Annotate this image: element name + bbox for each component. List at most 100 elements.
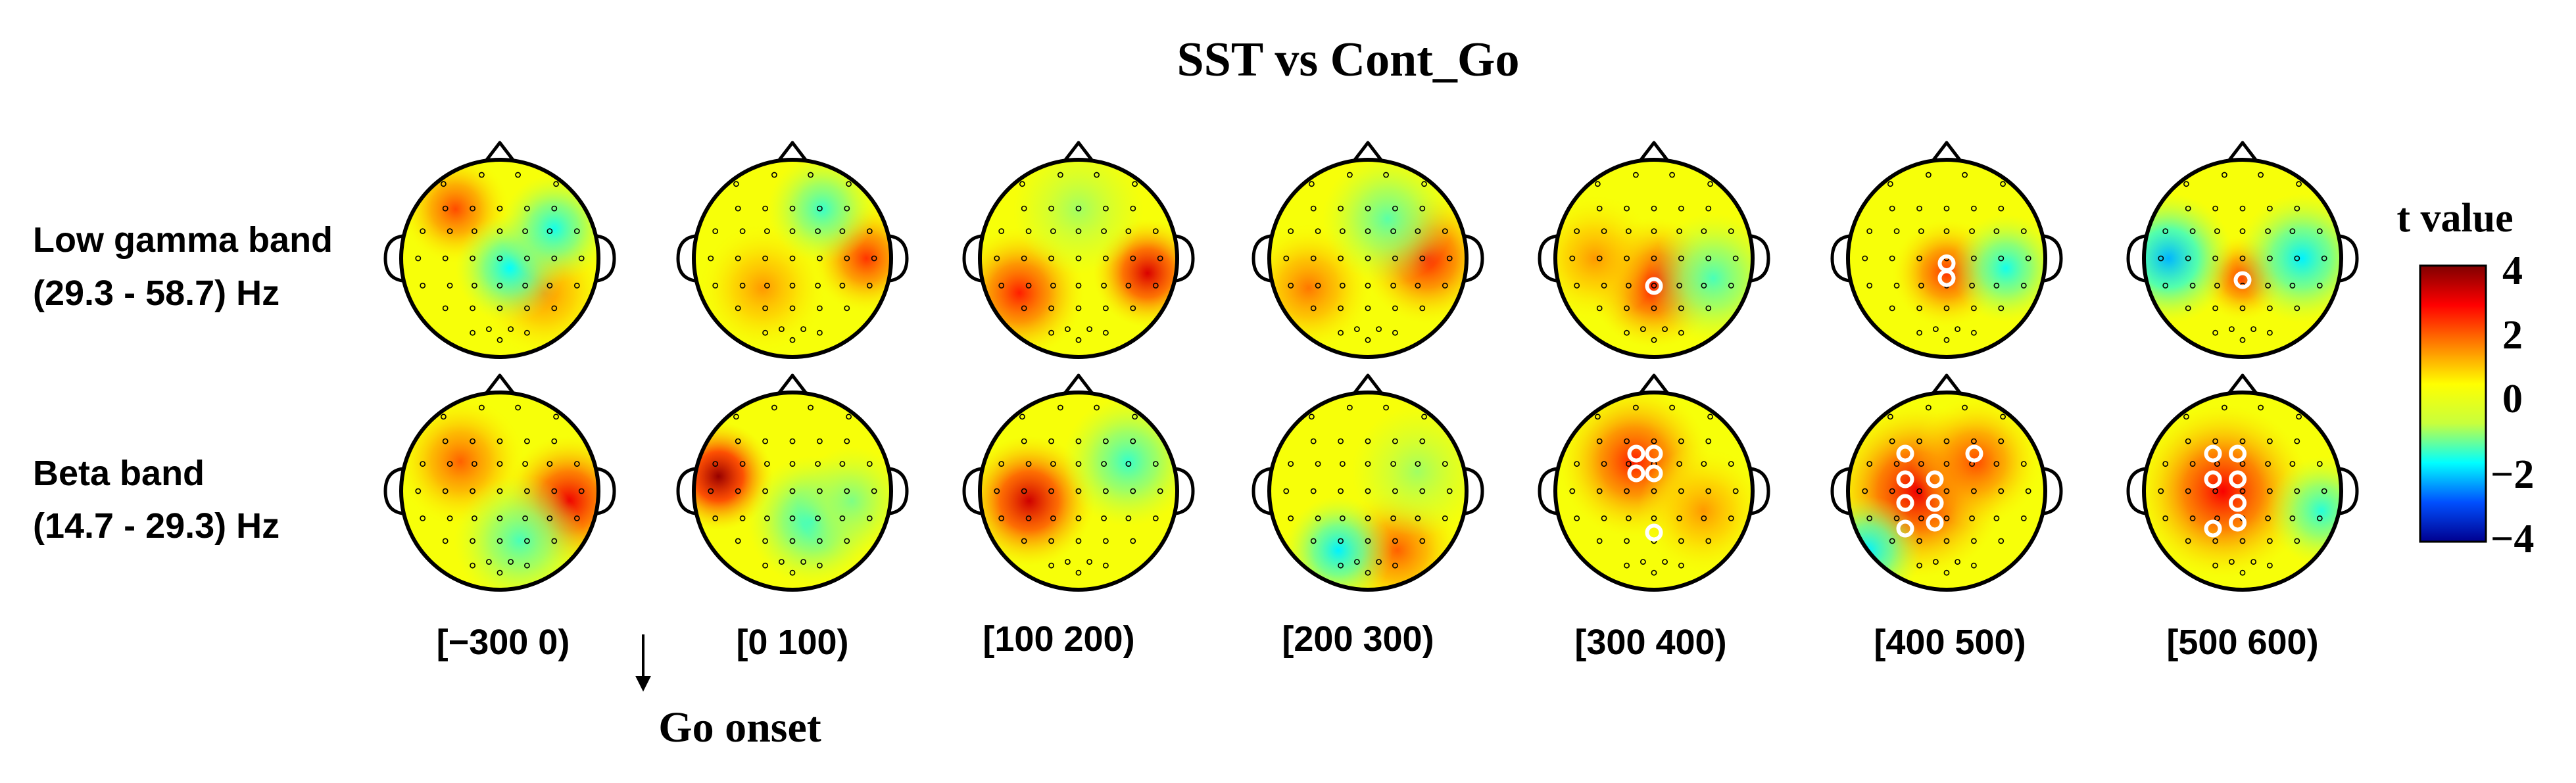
electrode — [1125, 228, 1132, 234]
topomap — [1538, 373, 1770, 592]
colorbar-tick: 4 — [2502, 249, 2523, 293]
electrode — [2020, 228, 2027, 234]
electrode — [866, 228, 873, 234]
electrode — [1075, 255, 1082, 262]
head-ear-left — [962, 234, 982, 283]
electrode — [1390, 461, 1396, 467]
electrode — [2212, 305, 2218, 312]
electrode — [735, 305, 741, 312]
electrode — [1916, 562, 1922, 569]
electrode — [1283, 255, 1290, 262]
electrode — [1676, 515, 1682, 521]
electrode — [1365, 205, 1371, 212]
electrode — [1419, 255, 1426, 262]
time-window-label: [500 600) — [2166, 623, 2318, 662]
electrode — [1021, 438, 1027, 444]
electrode — [1970, 488, 1977, 494]
electrode — [739, 228, 746, 234]
electrode — [1130, 438, 1136, 444]
head-ear-right — [596, 234, 616, 283]
electrode — [2250, 559, 2256, 565]
electrode — [447, 461, 453, 467]
electrode — [2258, 404, 2264, 411]
significant-electrode — [2229, 470, 2247, 488]
significant-electrode — [1627, 464, 1645, 483]
electrode — [2228, 326, 2235, 332]
electrode — [1365, 255, 1371, 262]
electrode — [1415, 228, 1421, 234]
electrode — [2296, 181, 2302, 187]
electrode — [1943, 205, 1950, 212]
electrode — [515, 172, 521, 178]
electrode — [1970, 205, 1977, 212]
electrode — [2020, 515, 2027, 521]
electrode — [1640, 559, 1646, 565]
electrode — [998, 228, 1005, 234]
electrode — [762, 488, 768, 494]
electrode — [1130, 255, 1136, 262]
electrode — [1315, 461, 1321, 467]
electrode — [1132, 181, 1138, 187]
electrode — [1918, 228, 1924, 234]
electrode — [1943, 461, 1950, 467]
electrode — [1021, 305, 1027, 312]
electrode — [1962, 404, 1968, 411]
electrode — [2266, 438, 2273, 444]
electrode — [1705, 438, 1712, 444]
electrode — [1025, 282, 1032, 289]
electrode — [1866, 228, 1873, 234]
electrode — [1338, 205, 1344, 212]
electrode — [1889, 538, 1895, 544]
electrode — [735, 538, 741, 544]
go-onset-marker: Go onset — [635, 634, 821, 751]
electrode — [1632, 172, 1639, 178]
electrode — [1916, 329, 1922, 336]
electrode — [472, 515, 477, 521]
electrode — [1970, 538, 1977, 544]
electrode — [1101, 228, 1107, 234]
electrode — [789, 228, 796, 234]
topomap — [1252, 141, 1484, 359]
scalp-field — [402, 161, 597, 356]
time-window-labels: [−300 0) [0 100) [100 200) [200 300) [30… — [437, 619, 2319, 662]
electrode — [1392, 538, 1398, 544]
electrode — [789, 461, 796, 467]
electrode — [524, 329, 530, 336]
head-outline — [978, 391, 1179, 592]
electrode — [1365, 488, 1371, 494]
electrode — [1624, 538, 1630, 544]
electrode — [817, 255, 823, 262]
electrode — [470, 438, 475, 444]
electrode — [420, 461, 426, 467]
go-onset-arrow-head — [635, 676, 651, 692]
electrode — [839, 515, 846, 521]
electrode — [1025, 461, 1032, 467]
electrode — [779, 326, 785, 332]
electrode — [2214, 461, 2220, 467]
electrode — [573, 461, 580, 467]
electrode — [470, 205, 475, 212]
electrode — [1998, 538, 2005, 544]
electrode — [2289, 515, 2296, 521]
electrode — [522, 515, 528, 521]
electrode — [1925, 404, 1932, 411]
head-ear-right — [596, 467, 616, 515]
electrode — [1916, 255, 1922, 262]
head-ear-right — [2339, 467, 2359, 515]
electrode — [2185, 255, 2191, 262]
electrode — [1678, 562, 1684, 569]
electrode — [1132, 414, 1138, 420]
electrode — [1310, 305, 1317, 312]
electrode — [1283, 488, 1290, 494]
electrode — [2214, 282, 2220, 289]
electrode — [1442, 515, 1448, 521]
electrode — [1338, 329, 1344, 336]
electrode — [1625, 228, 1632, 234]
electrode — [470, 329, 475, 336]
topomap — [383, 141, 616, 359]
electrode — [762, 538, 768, 544]
electrode — [764, 461, 770, 467]
significant-electrode — [1896, 470, 1914, 488]
electrode — [1338, 255, 1344, 262]
electrode — [2025, 488, 2031, 494]
